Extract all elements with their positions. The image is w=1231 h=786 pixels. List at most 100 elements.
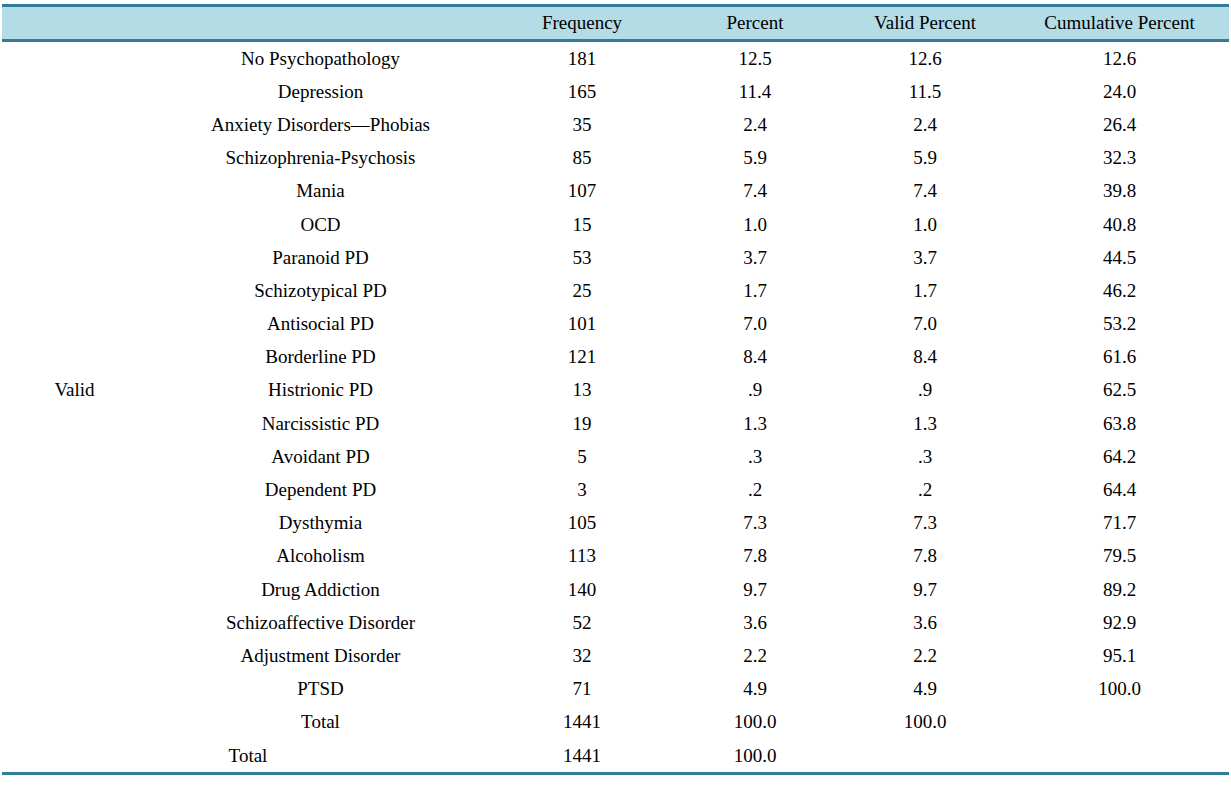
frequency-table: Frequency Percent Valid Percent Cumulati… [2, 4, 1229, 775]
cell-cumulative-percent: 39.8 [1010, 175, 1229, 208]
table-body: ValidNo Psychopathology18112.512.612.6De… [2, 41, 1229, 774]
cell-cumulative-percent: 46.2 [1010, 274, 1229, 307]
table-row: Alcoholism1137.87.879.5 [2, 540, 1229, 573]
cell-valid-percent: 2.2 [840, 639, 1010, 672]
table-row: Total1441100.0100.0 [2, 706, 1229, 739]
cell-percent: 4.9 [670, 673, 840, 706]
cell-frequency: 101 [494, 308, 670, 341]
cell-label: Schizophrenia-Psychosis [147, 142, 494, 175]
cell-valid-percent: 4.9 [840, 673, 1010, 706]
cell-cumulative-percent: 95.1 [1010, 639, 1229, 672]
header-row: Frequency Percent Valid Percent Cumulati… [2, 6, 1229, 41]
cell-percent: 12.5 [670, 41, 840, 76]
cell-percent: 5.9 [670, 142, 840, 175]
cell-frequency: 105 [494, 507, 670, 540]
cell-percent: .9 [670, 374, 840, 407]
cell-valid-percent: 3.6 [840, 606, 1010, 639]
cell-valid-percent: 7.3 [840, 507, 1010, 540]
cell-frequency: 113 [494, 540, 670, 573]
cell-frequency: 5 [494, 440, 670, 473]
cell-valid-percent: 2.4 [840, 108, 1010, 141]
cell-frequency: 140 [494, 573, 670, 606]
cell-label: Drug Addiction [147, 573, 494, 606]
cell-cumulative-percent: 92.9 [1010, 606, 1229, 639]
cell-percent: 7.4 [670, 175, 840, 208]
table-row: Avoidant PD5.3.364.2 [2, 440, 1229, 473]
cell-frequency: 53 [494, 241, 670, 274]
column-header-cumulative-percent: Cumulative Percent [1010, 6, 1229, 41]
cell-frequency: 32 [494, 639, 670, 672]
column-header-percent: Percent [670, 6, 840, 41]
column-header-frequency: Frequency [494, 6, 670, 41]
cell-cumulative-percent: 61.6 [1010, 341, 1229, 374]
cell-cumulative-percent: 62.5 [1010, 374, 1229, 407]
table-row: Schizoaffective Disorder523.63.692.9 [2, 606, 1229, 639]
cell-valid-percent: .9 [840, 374, 1010, 407]
row-group-label-valid: Valid [2, 41, 147, 739]
table-row: Mania1077.47.439.8 [2, 175, 1229, 208]
cell-label: Antisocial PD [147, 308, 494, 341]
cell-frequency: 1441 [494, 706, 670, 739]
cell-label: Mania [147, 175, 494, 208]
cell-valid-percent: 1.3 [840, 407, 1010, 440]
cell-label: Avoidant PD [147, 440, 494, 473]
cell-valid-percent: 1.7 [840, 274, 1010, 307]
cell-cumulative-percent: 53.2 [1010, 308, 1229, 341]
cell-valid-percent: 1.0 [840, 208, 1010, 241]
cell-valid-percent: 7.4 [840, 175, 1010, 208]
cell-label: Depression [147, 75, 494, 108]
cell-label: Total [147, 706, 494, 739]
cell-valid-percent: 3.7 [840, 241, 1010, 274]
cell-frequency: 35 [494, 108, 670, 141]
cell-percent: 1.7 [670, 274, 840, 307]
cell-cumulative-percent: 40.8 [1010, 208, 1229, 241]
cell-cumulative-percent: 32.3 [1010, 142, 1229, 175]
cell-label: Schizoaffective Disorder [147, 606, 494, 639]
cell-percent: 3.7 [670, 241, 840, 274]
cell-percent: 1.3 [670, 407, 840, 440]
cell-frequency: 1441 [494, 739, 670, 774]
cell-percent: .2 [670, 473, 840, 506]
cell-frequency: 107 [494, 175, 670, 208]
cell-percent: 3.6 [670, 606, 840, 639]
table-row: Dependent PD3.2.264.4 [2, 473, 1229, 506]
cell-label: Narcissistic PD [147, 407, 494, 440]
cell-cumulative-percent: 89.2 [1010, 573, 1229, 606]
cell-valid-percent: 9.7 [840, 573, 1010, 606]
cell-cumulative-percent: 71.7 [1010, 507, 1229, 540]
cell-frequency: 121 [494, 341, 670, 374]
cell-frequency: 71 [494, 673, 670, 706]
cell-cumulative-percent: 24.0 [1010, 75, 1229, 108]
cell-cumulative-percent: 79.5 [1010, 540, 1229, 573]
cell-frequency: 3 [494, 473, 670, 506]
cell-percent: 9.7 [670, 573, 840, 606]
cell-valid-percent: 100.0 [840, 706, 1010, 739]
cell-valid-percent [840, 739, 1010, 774]
table-row: Borderline PD1218.48.461.6 [2, 341, 1229, 374]
cell-cumulative-percent: 100.0 [1010, 673, 1229, 706]
table-row: Paranoid PD533.73.744.5 [2, 241, 1229, 274]
cell-percent: 2.4 [670, 108, 840, 141]
cell-valid-percent: 7.8 [840, 540, 1010, 573]
cell-frequency: 52 [494, 606, 670, 639]
cell-valid-percent: 5.9 [840, 142, 1010, 175]
cell-percent: 11.4 [670, 75, 840, 108]
cell-percent: 8.4 [670, 341, 840, 374]
cell-cumulative-percent: 44.5 [1010, 241, 1229, 274]
cell-frequency: 13 [494, 374, 670, 407]
cell-label: OCD [147, 208, 494, 241]
table-row: OCD151.01.040.8 [2, 208, 1229, 241]
table-row: Drug Addiction1409.79.789.2 [2, 573, 1229, 606]
cell-label: No Psychopathology [147, 41, 494, 76]
cell-cumulative-percent: 26.4 [1010, 108, 1229, 141]
table-row: PTSD714.94.9100.0 [2, 673, 1229, 706]
cell-cumulative-percent: 64.4 [1010, 473, 1229, 506]
cell-percent: 1.0 [670, 208, 840, 241]
cell-valid-percent: .2 [840, 473, 1010, 506]
cell-percent: 7.0 [670, 308, 840, 341]
table-row: Anxiety Disorders—Phobias352.42.426.4 [2, 108, 1229, 141]
cell-valid-percent: 11.5 [840, 75, 1010, 108]
cell-label: PTSD [147, 673, 494, 706]
table-row: Adjustment Disorder322.22.295.1 [2, 639, 1229, 672]
header-spacer [2, 6, 494, 41]
